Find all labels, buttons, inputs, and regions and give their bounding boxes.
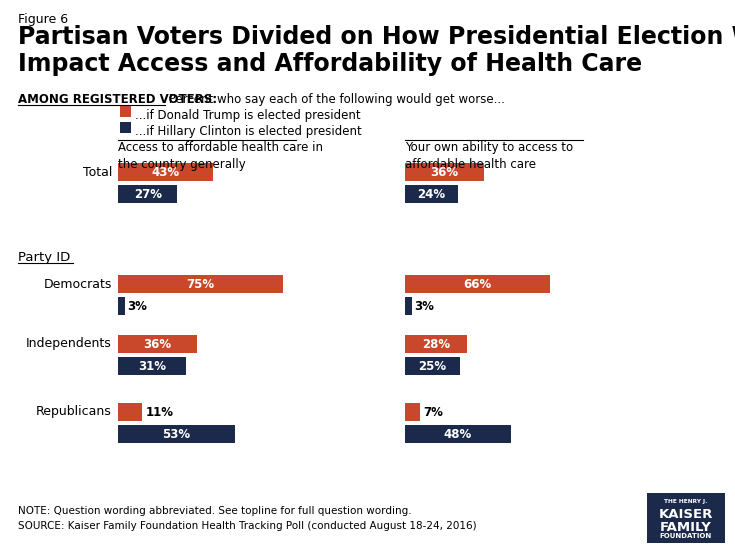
Text: Access to affordable health care in
the country generally: Access to affordable health care in the … [118, 141, 323, 171]
Text: ...if Donald Trump is elected president: ...if Donald Trump is elected president [135, 109, 361, 122]
Text: KAISER: KAISER [659, 508, 713, 521]
Bar [118, 297, 125, 315]
Bar [118, 357, 186, 375]
Text: Total: Total [82, 165, 112, 179]
Text: 11%: 11% [146, 406, 173, 419]
Text: AMONG REGISTERED VOTERS:: AMONG REGISTERED VOTERS: [18, 93, 217, 106]
Bar [405, 357, 460, 375]
Text: FOUNDATION: FOUNDATION [660, 533, 712, 539]
Bar [405, 297, 412, 315]
Bar [118, 403, 142, 421]
Text: Your own ability to access to
affordable health care: Your own ability to access to affordable… [405, 141, 573, 171]
Text: Percent who say each of the following would get worse...: Percent who say each of the following wo… [165, 93, 505, 106]
Text: 25%: 25% [418, 359, 447, 372]
Bar [405, 335, 467, 353]
Text: Democrats: Democrats [43, 278, 112, 290]
Text: 53%: 53% [162, 428, 190, 440]
Bar [118, 335, 197, 353]
Bar [405, 275, 551, 293]
Text: ...if Hillary Clinton is elected president: ...if Hillary Clinton is elected preside… [135, 125, 362, 138]
Bar [647, 493, 725, 543]
Text: Partisan Voters Divided on How Presidential Election Will
Impact Access and Affo: Partisan Voters Divided on How President… [18, 25, 735, 76]
Bar [120, 122, 131, 133]
Text: 48%: 48% [444, 428, 472, 440]
Bar [405, 425, 511, 443]
Text: 28%: 28% [422, 338, 450, 350]
Bar [118, 275, 283, 293]
Bar [405, 403, 420, 421]
Bar [118, 185, 177, 203]
Bar [118, 425, 234, 443]
Text: 36%: 36% [143, 338, 172, 350]
Text: THE HENRY J.: THE HENRY J. [664, 499, 708, 504]
Bar [118, 163, 212, 181]
Text: FAMILY: FAMILY [660, 521, 712, 534]
Bar [120, 106, 131, 117]
Text: Party ID: Party ID [18, 251, 71, 264]
Text: Republicans: Republicans [36, 406, 112, 419]
Text: 7%: 7% [423, 406, 443, 419]
Bar [405, 185, 458, 203]
Text: 27%: 27% [134, 187, 162, 201]
Text: 31%: 31% [138, 359, 166, 372]
Text: 43%: 43% [151, 165, 179, 179]
Text: 66%: 66% [464, 278, 492, 290]
Text: 3%: 3% [415, 300, 434, 312]
Text: NOTE: Question wording abbreviated. See topline for full question wording.: NOTE: Question wording abbreviated. See … [18, 506, 412, 516]
Text: 24%: 24% [417, 187, 445, 201]
Text: Figure 6: Figure 6 [18, 13, 68, 26]
Bar [405, 163, 484, 181]
Text: 36%: 36% [431, 165, 459, 179]
Text: Independents: Independents [26, 338, 112, 350]
Text: SOURCE: Kaiser Family Foundation Health Tracking Poll (conducted August 18-24, 2: SOURCE: Kaiser Family Foundation Health … [18, 521, 476, 531]
Text: 3%: 3% [128, 300, 148, 312]
Text: 75%: 75% [187, 278, 215, 290]
